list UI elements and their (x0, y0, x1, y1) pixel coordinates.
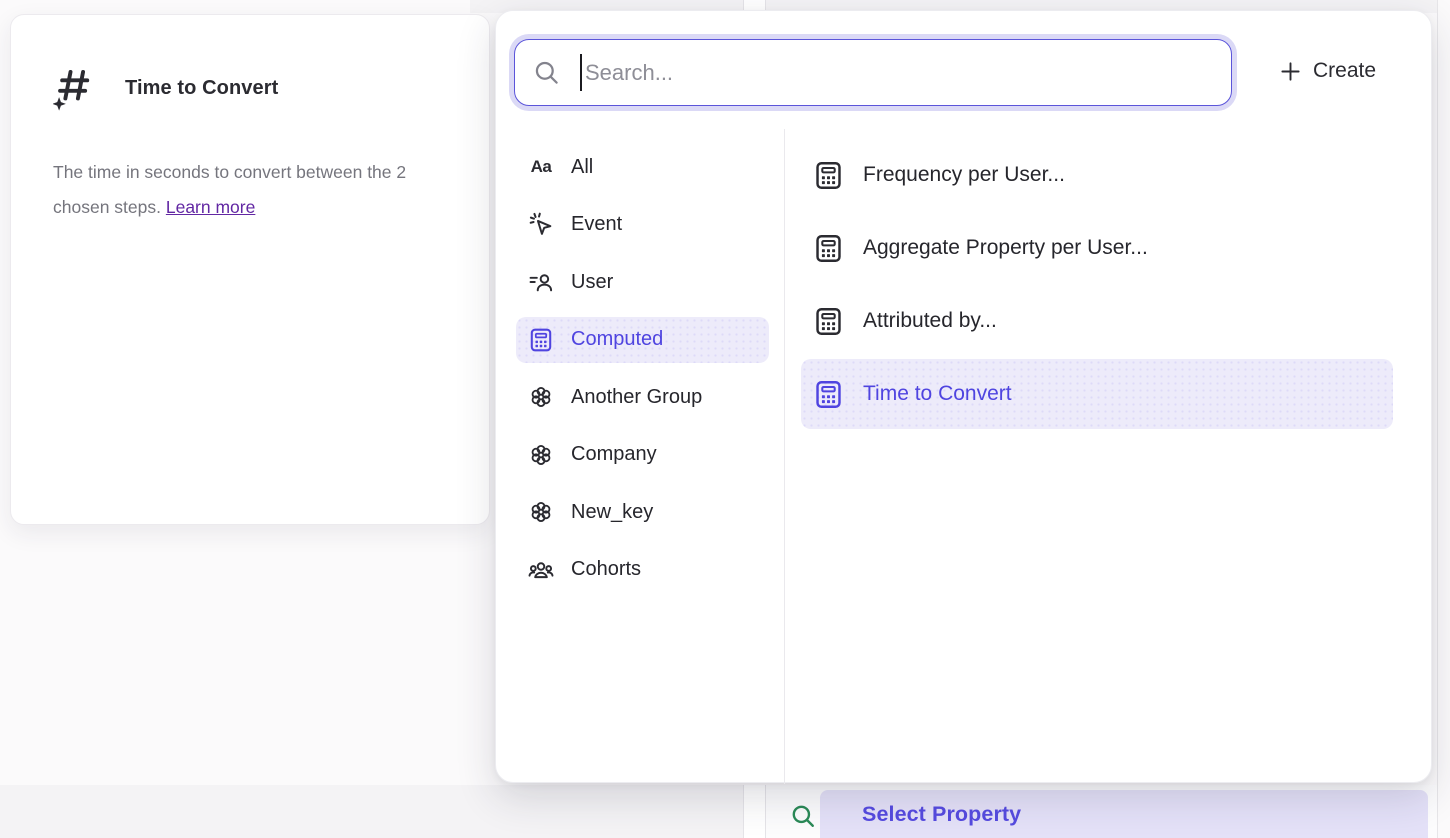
search-input[interactable] (585, 52, 1231, 93)
plus-icon (1281, 61, 1300, 81)
background-column-divider (743, 785, 766, 838)
select-property-field[interactable]: Select Property (820, 790, 1428, 838)
background-card-edge (1437, 0, 1438, 838)
category-item-all[interactable]: Aa All (516, 144, 769, 190)
group-cluster-icon (528, 499, 554, 525)
cohorts-people-icon (528, 557, 554, 583)
column-divider (784, 129, 785, 784)
category-item-user[interactable]: User (516, 259, 769, 305)
user-profile-icon (528, 269, 554, 295)
background-column-divider (743, 0, 766, 13)
group-cluster-icon (528, 384, 554, 410)
property-item-time-to-convert[interactable]: Time to Convert (801, 359, 1393, 429)
property-picker-popup: Create Aa All Event (495, 10, 1432, 784)
text-format-icon: Aa (530, 157, 552, 176)
tooltip-description: The time in seconds to convert between t… (53, 155, 453, 225)
property-result-list: Frequency per User... Aggregate Property… (801, 140, 1393, 432)
calculator-icon (816, 161, 841, 189)
calculator-icon (816, 234, 841, 262)
search-box[interactable] (514, 39, 1232, 106)
background-panel-top (470, 0, 1437, 13)
learn-more-link[interactable]: Learn more (165, 197, 256, 217)
property-item-frequency-per-user[interactable]: Frequency per User... (801, 140, 1393, 210)
category-item-event[interactable]: Event (516, 202, 769, 248)
category-item-computed[interactable]: Computed (516, 316, 769, 363)
tooltip-description-text: The time in seconds to convert between t… (53, 162, 407, 217)
select-property-label: Select Property (862, 801, 1022, 826)
search-focus-ring (509, 34, 1237, 111)
category-item-company[interactable]: Company (516, 432, 769, 478)
group-cluster-icon (528, 442, 554, 468)
property-item-attributed-by[interactable]: Attributed by... (801, 286, 1393, 356)
category-item-new-key[interactable]: New_key (516, 489, 769, 535)
search-icon (535, 61, 558, 84)
category-item-another-group[interactable]: Another Group (516, 374, 769, 420)
numeric-hash-icon (53, 70, 90, 111)
search-icon[interactable] (790, 803, 816, 829)
calculator-icon (528, 327, 554, 353)
calculator-icon (816, 307, 841, 335)
property-item-aggregate-property-per-user[interactable]: Aggregate Property per User... (801, 213, 1393, 283)
create-button-label: Create (1312, 59, 1377, 82)
category-item-cohorts[interactable]: Cohorts (516, 547, 769, 593)
calculator-icon (816, 380, 841, 408)
tooltip-title: Time to Convert (125, 76, 279, 99)
event-click-icon (528, 212, 554, 238)
text-cursor (580, 54, 582, 91)
category-list: Aa All Event User (516, 144, 769, 604)
create-button[interactable]: Create (1263, 47, 1393, 95)
property-tooltip-card: Time to Convert The time in seconds to c… (10, 14, 490, 525)
